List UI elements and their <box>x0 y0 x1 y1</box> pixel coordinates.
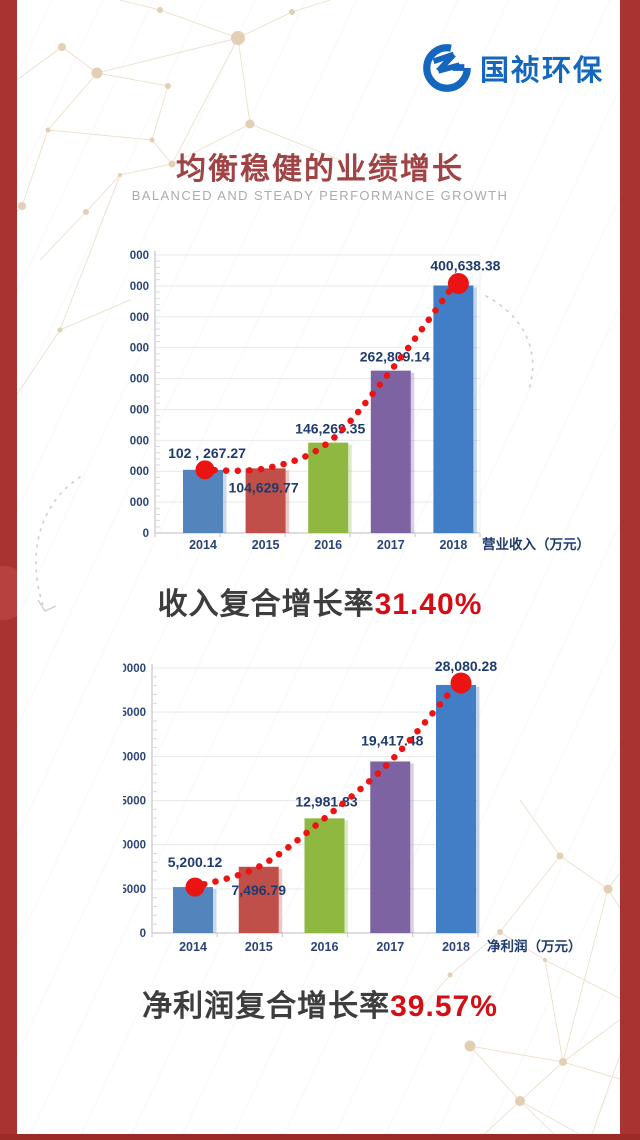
y-tick-label: 400000 <box>130 281 149 293</box>
profit-cagr-value: 39.57% <box>390 990 498 1023</box>
value-label: 7,496.79 <box>232 882 287 898</box>
bar-2015 <box>245 468 286 533</box>
page-title: 均衡稳健的业绩增长 <box>176 153 464 186</box>
y-tick-label: 10000 <box>123 840 146 852</box>
trend-dotted-line <box>189 681 460 891</box>
bar-shadow <box>278 868 283 933</box>
right-red-border <box>620 0 640 1140</box>
bar-shadow <box>344 820 348 933</box>
value-label: 104,629.77 <box>229 479 299 495</box>
bar-2016 <box>304 818 345 933</box>
bar-shadow <box>410 763 414 933</box>
x-tick-label: 2018 <box>439 538 467 552</box>
trend-end-marker <box>450 672 472 694</box>
y-tick-label: 20000 <box>123 751 146 763</box>
y-tick-label: 350000 <box>130 312 149 324</box>
page-subtitle: BALANCED AND STEADY PERFORMANCE GROWTH <box>131 188 509 203</box>
bar-shadow <box>410 372 415 533</box>
trend-start-marker <box>195 460 215 480</box>
x-tick-label: 2016 <box>311 940 339 954</box>
left-red-border <box>0 0 17 1140</box>
revenue-cagr-value: 31.40% <box>374 588 483 621</box>
bar-2018 <box>436 684 476 933</box>
bar-2017 <box>370 761 411 933</box>
y-tick-label: 300000 <box>130 343 149 355</box>
net-profit-bar-chart: 0 5000 10000 15000 20000 25000 30000 2014 5,200.… <box>114 655 623 965</box>
dashed-arc-decorations <box>35 295 534 609</box>
company-name: 国祯环保 <box>479 55 604 87</box>
profit-cagr-line: 净利润复合增长率39.57% <box>0 981 640 1025</box>
x-tick-label: 2015 <box>245 940 273 954</box>
x-tick-label: 2016 <box>314 538 342 552</box>
constellation-dots-topleft <box>18 7 295 333</box>
value-label: 400,638.38 <box>430 257 500 273</box>
x-tick-label: 2018 <box>442 940 470 954</box>
revenue-cagr-label: 收入复合增长率 <box>157 588 375 621</box>
value-label: 19,417.48 <box>361 732 423 748</box>
bar-2018 <box>433 285 474 533</box>
y-tick-label: 450000 <box>130 250 149 262</box>
y-tick-label: 0 <box>143 528 149 540</box>
bar-2015 <box>238 866 279 933</box>
value-label: 102 , 267.27 <box>168 445 246 461</box>
y-tick-label: 15000 <box>123 796 146 808</box>
y-tick-label: 5000 <box>123 884 146 896</box>
bar-shadow <box>213 889 217 933</box>
bar-shadow <box>473 287 477 533</box>
x-tick-label: 2015 <box>252 538 280 552</box>
y-tick-label: 200000 <box>130 404 149 416</box>
x-tick-label: 2017 <box>376 940 404 954</box>
value-label: 28,080.28 <box>435 658 497 674</box>
y-tick-label: 30000 <box>123 663 146 675</box>
y-tick-label: 250000 <box>130 374 149 386</box>
x-tick-label: 2014 <box>179 940 207 954</box>
y-tick-label: 100000 <box>130 466 149 478</box>
trend-end-marker <box>447 272 469 294</box>
bar-shadow <box>348 444 352 533</box>
revenue-cagr-line: 收入复合增长率31.40% <box>0 579 640 623</box>
profit-cagr-label: 净利润复合增长率 <box>142 990 391 1023</box>
axis-title: 营业收入（万元） <box>482 536 590 552</box>
bar-2014 <box>183 469 223 533</box>
x-tick-label: 2014 <box>189 538 217 552</box>
bottom-red-strip <box>0 1134 640 1140</box>
value-label: 262,809.14 <box>360 349 430 365</box>
bar-2017 <box>370 370 411 533</box>
trend-dotted-line <box>199 282 457 475</box>
value-label: 5,200.12 <box>168 854 223 870</box>
y-tick-label: 150000 <box>130 435 149 447</box>
arc-arrowhead <box>37 599 57 612</box>
company-logo: 国祯环保 <box>421 42 604 94</box>
y-tick-label: 0 <box>140 928 146 940</box>
axis-title: 净利润（万元） <box>487 938 582 954</box>
trend-start-marker <box>185 877 205 897</box>
bar-shadow <box>476 686 480 933</box>
bar-2016 <box>308 442 349 533</box>
x-tick-label: 2017 <box>377 538 405 552</box>
company-logo-icon <box>423 44 471 92</box>
border-circle-decoration <box>0 566 17 620</box>
bar-shadow <box>223 471 227 533</box>
y-tick-label: 25000 <box>123 707 146 719</box>
bar-shadow <box>285 470 290 533</box>
value-label: 146,269.35 <box>295 421 365 437</box>
